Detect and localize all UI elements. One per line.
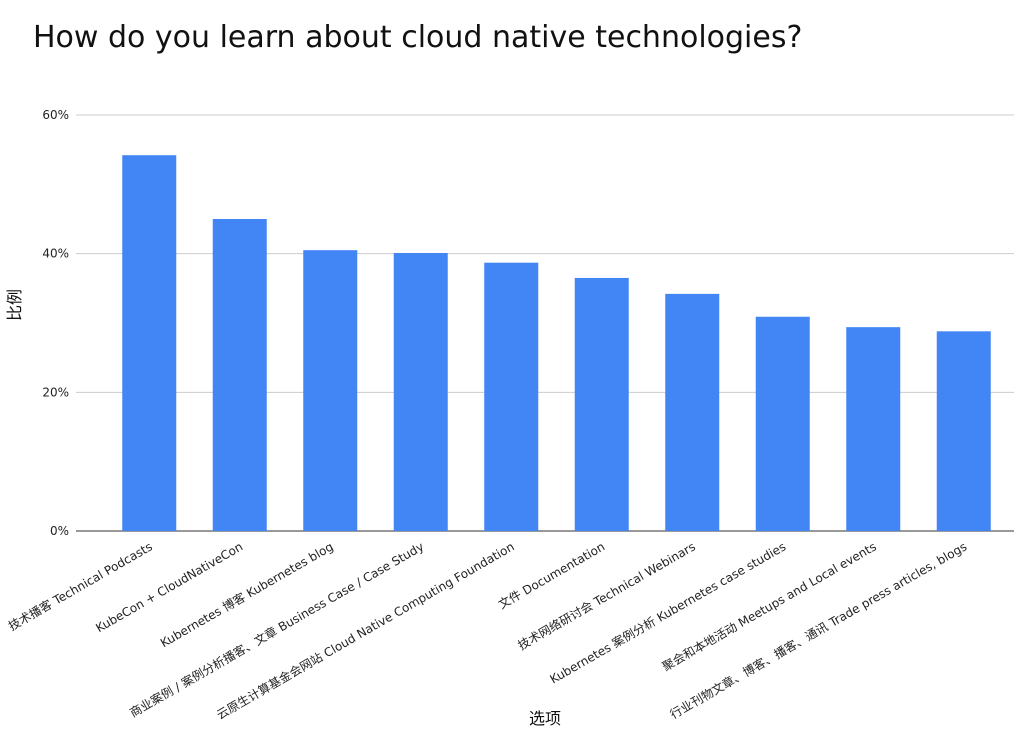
y-axis-title: 比例 [5,289,24,321]
bar [303,250,358,531]
bar [484,262,539,531]
bar [846,327,901,531]
x-axis-title: 选项 [529,709,561,728]
y-tick-label: 60% [42,108,69,122]
bar [574,277,629,531]
y-tick-label: 40% [42,247,69,261]
bar [755,316,810,531]
bar [665,293,720,531]
chart-title: How do you learn about cloud native tech… [33,20,802,55]
x-tick-label: 技术网络研讨会 Technical Webinars [515,539,698,653]
bar [212,219,267,531]
y-tick-label: 0% [50,524,69,538]
x-tick-label: Kubernetes 博客 Kubernetes blog [157,539,335,651]
bar [936,331,991,531]
x-tick-label: 行业刊物文章、博客、播客、通讯 Trade press articles, bl… [667,539,969,722]
x-tick-label: KubeCon + CloudNativeCon [93,539,245,635]
bar [393,252,448,531]
x-tick-label: 云原生计算基金会网站 Cloud Native Computing Founda… [214,539,517,723]
x-tick-label: 技术播客 Technical Podcasts [6,539,155,634]
bar [122,155,177,532]
y-tick-label: 20% [42,385,69,399]
